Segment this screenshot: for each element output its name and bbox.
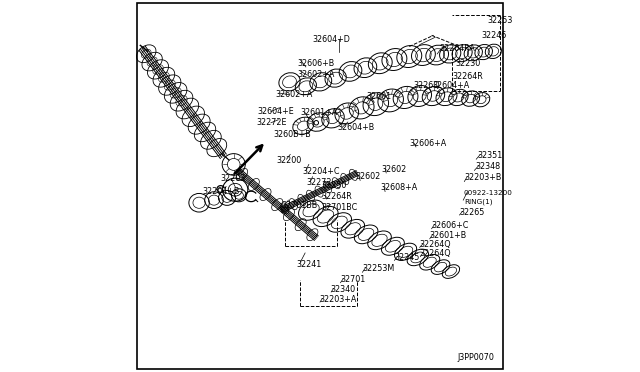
Text: 32348: 32348	[476, 162, 500, 171]
Text: 32272E: 32272E	[257, 118, 287, 127]
Text: 32701BC: 32701BC	[322, 203, 358, 212]
Text: 32203+A: 32203+A	[319, 295, 356, 304]
Text: 32203: 32203	[220, 174, 246, 183]
Text: 32204+B: 32204+B	[203, 187, 240, 196]
Text: 32602: 32602	[355, 172, 380, 181]
Text: 3226Q: 3226Q	[413, 81, 440, 90]
Text: 32246: 32246	[482, 31, 507, 40]
Text: 32608+A: 32608+A	[380, 183, 417, 192]
Text: 32601+A: 32601+A	[301, 108, 338, 117]
Text: 32606+C: 32606+C	[431, 221, 469, 230]
Text: 32604+D: 32604+D	[312, 35, 350, 44]
Text: 32601: 32601	[367, 92, 392, 101]
Text: 32200: 32200	[276, 156, 301, 165]
Text: 32264R: 32264R	[321, 192, 352, 201]
Text: 3260B+B: 3260B+B	[273, 130, 311, 139]
Text: 32701: 32701	[340, 275, 365, 284]
Text: 32230: 32230	[456, 59, 481, 68]
Text: 32245: 32245	[394, 253, 420, 262]
Text: 32602+A: 32602+A	[297, 70, 334, 79]
Text: 32606+A: 32606+A	[410, 139, 447, 148]
Text: 32604+E: 32604+E	[257, 107, 294, 116]
Text: RING(1): RING(1)	[464, 198, 492, 205]
Text: J3PP0070: J3PP0070	[458, 353, 495, 362]
Text: 32602: 32602	[381, 165, 406, 174]
Text: 32602+A: 32602+A	[275, 90, 313, 99]
Text: 32272: 32272	[307, 178, 332, 187]
Text: 00922-13200: 00922-13200	[464, 190, 513, 196]
Text: 32253: 32253	[488, 16, 513, 25]
Text: 32264R: 32264R	[452, 72, 483, 81]
Text: 32250: 32250	[321, 182, 347, 190]
Text: 32351: 32351	[477, 151, 502, 160]
Text: 32340: 32340	[330, 285, 356, 294]
Text: 32203+B: 32203+B	[464, 173, 501, 182]
Text: 32204+C: 32204+C	[302, 167, 340, 176]
Text: 32604+A: 32604+A	[433, 81, 470, 90]
Text: 32601+B: 32601+B	[429, 231, 467, 240]
Text: 32701BB: 32701BB	[282, 201, 317, 210]
Text: 32241: 32241	[296, 260, 322, 269]
Text: 32264Q: 32264Q	[420, 240, 451, 249]
Text: 32606+B: 32606+B	[297, 59, 334, 68]
Text: 32253M: 32253M	[362, 264, 395, 273]
Text: 32264Q: 32264Q	[420, 249, 451, 258]
Text: 32264RA: 32264RA	[439, 44, 475, 53]
Text: 32604+B: 32604+B	[338, 123, 375, 132]
Text: 32265: 32265	[460, 208, 485, 217]
